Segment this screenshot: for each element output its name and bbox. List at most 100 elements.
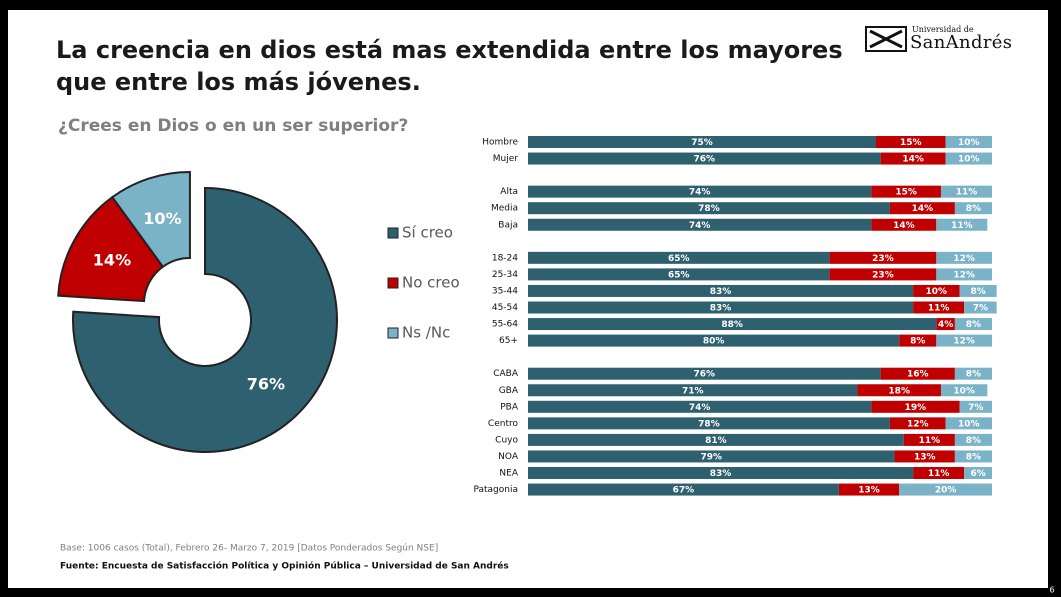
logo-cross bbox=[869, 29, 903, 49]
slide-title: La creencia en dios está mas extendida e… bbox=[56, 36, 843, 96]
bar-value-label: 16% bbox=[907, 370, 929, 380]
bar-segment bbox=[940, 185, 992, 198]
row-label: Mujer bbox=[493, 154, 519, 164]
bar-value-label: 11% bbox=[919, 436, 941, 446]
base-note: Base: 1006 casos (Total), Febrero 26- Ma… bbox=[60, 544, 438, 554]
bar-segment bbox=[936, 334, 992, 347]
bar-value-label: 83% bbox=[710, 287, 732, 297]
bar-segment bbox=[528, 318, 937, 331]
bar-segment bbox=[528, 467, 914, 479]
bar-value-label: 12% bbox=[907, 419, 929, 429]
row-label: Alta bbox=[500, 187, 518, 197]
bar-segment bbox=[528, 185, 872, 198]
bar-value-label: 65% bbox=[668, 270, 690, 280]
bar-value-label: 14% bbox=[893, 221, 915, 231]
legend-swatch bbox=[387, 227, 399, 239]
bar-value-label: 7% bbox=[973, 304, 988, 314]
bar-value-label: 11% bbox=[928, 304, 950, 314]
logo: Universidad de SanAndrés bbox=[865, 25, 1012, 53]
logo-line2: SanAndrés bbox=[910, 32, 1012, 53]
bar-segment bbox=[528, 301, 914, 314]
bar-segment bbox=[528, 218, 872, 231]
bar-segment bbox=[954, 433, 992, 446]
bar-segment bbox=[880, 367, 955, 380]
bar-segment bbox=[889, 417, 946, 430]
bar-segment bbox=[959, 284, 997, 297]
bar-value-label: 14% bbox=[902, 155, 924, 165]
pie-label: 10% bbox=[143, 209, 181, 228]
legend-swatch bbox=[387, 327, 399, 339]
source-note: Fuente: Encuesta de Satisfacción Polític… bbox=[60, 561, 509, 572]
bar-value-label: 80% bbox=[703, 337, 725, 347]
bar-value-label: 14% bbox=[912, 204, 934, 214]
bar-segment bbox=[894, 450, 955, 463]
bar-value-label: 13% bbox=[914, 452, 936, 462]
title-box: La creencia en dios está mas extendida e… bbox=[56, 36, 843, 96]
bar-segment bbox=[871, 218, 937, 231]
bar-segment bbox=[871, 400, 960, 413]
bar-segment bbox=[876, 136, 946, 148]
bar-value-label: 10% bbox=[953, 386, 975, 396]
bar-segment bbox=[871, 185, 941, 198]
bar-segment bbox=[829, 251, 937, 264]
bar-segment bbox=[964, 467, 992, 479]
bar-value-label: 71% bbox=[682, 386, 704, 396]
bar-segment bbox=[528, 152, 881, 165]
bar-segment bbox=[913, 301, 965, 314]
row-label: 55-64 bbox=[492, 320, 518, 330]
row-label: CABA bbox=[493, 369, 519, 379]
bar-value-label: 8% bbox=[966, 204, 981, 214]
row-label: Patagonia bbox=[473, 485, 518, 495]
row-label: 45-54 bbox=[492, 303, 518, 313]
bar-segment bbox=[528, 334, 900, 347]
bar-value-label: 20% bbox=[935, 486, 957, 496]
row-label: Cuyo bbox=[495, 435, 518, 445]
bar-value-label: 8% bbox=[966, 452, 981, 462]
row-label: GBA bbox=[499, 386, 519, 396]
bar-segment bbox=[528, 417, 890, 430]
bar-segment bbox=[528, 433, 904, 446]
bar-value-label: 65% bbox=[668, 254, 690, 264]
bar-value-label: 76% bbox=[694, 155, 716, 165]
bar-value-label: 74% bbox=[689, 221, 711, 231]
bar-value-label: 18% bbox=[888, 386, 910, 396]
bar-segment bbox=[903, 433, 955, 446]
logo-line1: Universidad de bbox=[912, 25, 974, 34]
row-label: 25-34 bbox=[492, 270, 518, 280]
row-label: NEA bbox=[499, 469, 518, 479]
bar-segment bbox=[954, 202, 992, 215]
bar-segment bbox=[913, 284, 960, 297]
bar-value-label: 8% bbox=[966, 436, 981, 446]
bar-segment bbox=[936, 318, 955, 331]
bar-value-label: 8% bbox=[970, 287, 985, 297]
bar-value-label: 88% bbox=[721, 320, 743, 330]
bar-value-label: 13% bbox=[858, 486, 880, 496]
row-label: 18-24 bbox=[492, 253, 518, 263]
bar-segment bbox=[959, 400, 992, 413]
bar-value-label: 11% bbox=[951, 221, 973, 231]
pie-label: 14% bbox=[93, 251, 131, 270]
bar-value-label: 11% bbox=[928, 469, 950, 479]
row-label: Baja bbox=[498, 220, 518, 230]
bar-value-label: 12% bbox=[953, 254, 975, 264]
bar-value-label: 76% bbox=[694, 370, 716, 380]
bar-segment bbox=[936, 268, 992, 281]
bar-segment bbox=[940, 384, 988, 397]
pie-slice bbox=[57, 195, 165, 303]
bar-value-label: 75% bbox=[691, 138, 713, 148]
bar-segment bbox=[528, 251, 830, 264]
bar-segment bbox=[889, 202, 955, 215]
bar-value-label: 10% bbox=[958, 155, 980, 165]
bar-value-label: 10% bbox=[958, 138, 980, 148]
bar-value-label: 11% bbox=[956, 188, 978, 198]
legend-label: No creo bbox=[402, 274, 460, 292]
bar-value-label: 83% bbox=[710, 469, 732, 479]
row-label: 35-44 bbox=[492, 286, 518, 296]
bar-value-label: 78% bbox=[698, 204, 720, 214]
bar-value-label: 79% bbox=[701, 452, 723, 462]
bar-segment bbox=[954, 318, 992, 331]
bar-value-label: 10% bbox=[958, 419, 980, 429]
bar-value-label: 67% bbox=[673, 486, 695, 496]
bar-segment bbox=[899, 483, 992, 496]
